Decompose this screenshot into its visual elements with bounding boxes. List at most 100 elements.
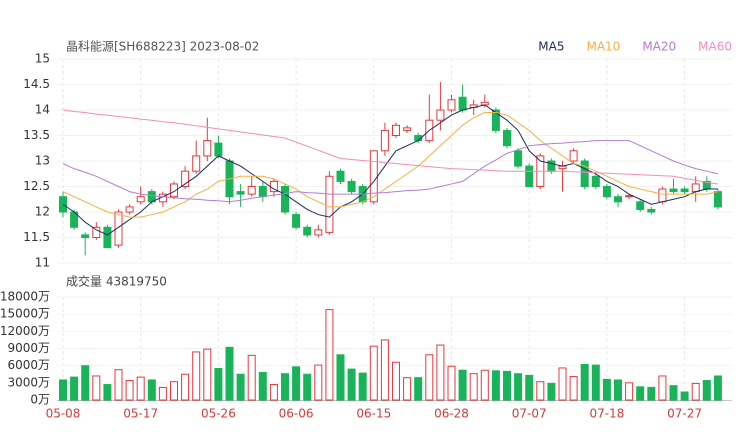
volume-bar	[181, 373, 190, 401]
volume-bar	[569, 376, 578, 401]
candle-body	[336, 170, 345, 182]
volume-bar	[436, 344, 445, 401]
volume-bar	[369, 345, 378, 401]
volume-bar	[614, 379, 622, 401]
candle-body	[636, 201, 645, 210]
candle-body	[514, 150, 523, 167]
x-tick-label: 07-18	[589, 407, 624, 421]
x-tick-label: 05-08	[46, 407, 81, 421]
candle-body	[214, 142, 223, 157]
volume-title: 成交量 43819750	[66, 274, 167, 289]
volume-bar	[258, 372, 267, 401]
volume-bar	[281, 373, 289, 401]
volume-bar	[625, 382, 634, 401]
volume-bar	[425, 354, 434, 401]
candle-body	[325, 175, 334, 233]
volume-bar	[503, 370, 511, 401]
candle-body	[369, 150, 378, 203]
volume-bar	[247, 354, 256, 401]
candle-body	[591, 175, 600, 188]
volume-bar	[314, 364, 323, 401]
volume-bar	[403, 377, 412, 401]
candle-body	[403, 127, 412, 131]
y-tick-label: 13	[35, 154, 50, 168]
ma-line	[62, 109, 718, 185]
candle-body	[458, 96, 467, 111]
legend-label: MA10	[586, 40, 620, 54]
candle-body	[114, 211, 123, 246]
volume-bar	[469, 373, 478, 401]
candle-body	[81, 234, 90, 238]
volume-bar	[480, 369, 489, 401]
y-tick-label: 14	[35, 103, 50, 117]
volume-bar	[491, 370, 500, 401]
legend-label: MA60	[698, 40, 732, 54]
volume-bar	[269, 384, 278, 401]
y-tick-label: 18000万	[0, 290, 50, 304]
legend-label: MA20	[642, 40, 676, 54]
candle-body	[347, 180, 356, 193]
volume-bar	[702, 380, 711, 401]
volume-bar	[380, 339, 389, 401]
volume-bar	[203, 348, 212, 401]
x-tick-label: 05-26	[201, 407, 236, 421]
volume-bar	[669, 385, 678, 401]
candle-body	[170, 183, 178, 198]
candle-body	[203, 140, 212, 157]
chart-title: 晶科能源[SH688223] 2023-08-02	[66, 40, 259, 54]
candle-body	[569, 150, 578, 162]
y-tick-label: 0万	[30, 393, 50, 407]
ma-line	[62, 112, 719, 218]
volume-bar	[225, 346, 234, 401]
volume-bar	[447, 365, 456, 401]
candle-body	[602, 186, 611, 198]
candle-body	[680, 188, 689, 193]
candle-body	[691, 183, 700, 193]
candle-body	[380, 129, 389, 152]
volume-bar	[647, 386, 656, 401]
volume-bar	[114, 369, 123, 401]
x-tick-label: 07-27	[667, 407, 702, 421]
volume-bar	[636, 386, 645, 401]
candle-body	[713, 191, 722, 208]
y-tick-label: 12	[35, 205, 50, 219]
candle-body	[192, 155, 201, 172]
y-tick-label: 9000万	[7, 341, 50, 355]
candle-body	[103, 226, 112, 249]
y-tick-label: 13.5	[23, 128, 50, 142]
candle-body	[669, 188, 678, 193]
candle-body	[625, 195, 634, 198]
volume-bar	[125, 380, 134, 401]
candle-body	[647, 208, 656, 213]
volume-bar	[158, 386, 167, 401]
volume-bar	[525, 374, 534, 401]
volume-bar	[103, 384, 112, 401]
legend-label: MA5	[538, 40, 564, 54]
x-tick-label: 07-07	[512, 407, 547, 421]
ma-line	[62, 140, 719, 203]
volume-bar	[92, 375, 101, 401]
candle-body	[181, 170, 190, 187]
x-tick-label: 06-06	[279, 407, 314, 421]
candle-body	[125, 206, 134, 213]
ma-line	[62, 104, 718, 236]
candle-body	[614, 196, 622, 203]
candle-body	[236, 191, 245, 195]
x-tick-label: 05-17	[123, 407, 158, 421]
volume-bar	[558, 367, 567, 401]
y-tick-label: 12000万	[0, 324, 50, 338]
volume-bar	[236, 373, 245, 401]
volume-bar	[658, 375, 667, 401]
volume-bar	[680, 391, 689, 401]
volume-bar	[325, 309, 334, 401]
volume-bar	[458, 369, 467, 401]
volume-bar	[147, 379, 156, 401]
volume-bar	[59, 379, 67, 401]
candle-body	[491, 109, 500, 131]
volume-bar	[514, 373, 523, 401]
y-tick-label: 11	[35, 256, 50, 270]
volume-bar	[602, 378, 611, 401]
volume-bar	[136, 376, 145, 401]
volume-bar	[580, 364, 589, 401]
